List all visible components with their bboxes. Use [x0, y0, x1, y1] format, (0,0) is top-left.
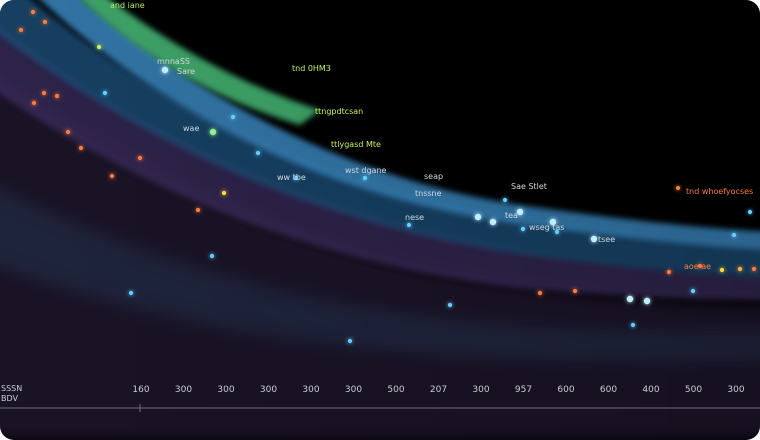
data-point-29	[549, 218, 557, 226]
data-point-2	[30, 9, 36, 15]
data-point-11	[195, 207, 201, 213]
data-point-19	[293, 175, 299, 181]
annotation-9: wst dgane	[345, 166, 387, 175]
data-point-9	[109, 173, 115, 179]
data-point-18	[255, 150, 261, 156]
data-point-20	[209, 253, 215, 259]
annotation-18: aoe ae	[684, 262, 711, 271]
annotation-7: wae	[183, 124, 199, 133]
x-axis: 160 300 300 300 300 300 500 207 300 957 600 600 400 5…	[0, 384, 760, 412]
annotation-5: ttngpdtcsan	[315, 107, 363, 116]
annotation-10: seap	[424, 172, 443, 181]
x-tick-label-4: 300	[260, 385, 277, 395]
data-point-10	[137, 155, 143, 161]
data-point-47	[675, 185, 681, 191]
data-point-34	[630, 322, 636, 328]
x-tick-label-3: 300	[217, 385, 234, 395]
data-point-35	[690, 288, 696, 294]
x-tick-label-11: 600	[557, 385, 574, 395]
data-point-37	[747, 209, 753, 215]
data-point-3	[42, 19, 48, 25]
annotation-4: tnd 0HM3	[292, 64, 331, 73]
data-point-42	[666, 269, 672, 275]
data-point-17	[230, 114, 236, 120]
data-point-45	[737, 266, 743, 272]
x-tick-label-9: 300	[472, 385, 489, 395]
data-point-8	[78, 145, 84, 151]
data-point-46	[751, 266, 757, 272]
data-point-15	[161, 66, 169, 74]
data-point-4	[54, 93, 60, 99]
data-point-38	[347, 338, 353, 344]
data-point-16	[102, 90, 108, 96]
x-tick-label-12: 600	[600, 385, 617, 395]
data-point-36	[731, 232, 737, 238]
data-points	[18, 9, 757, 344]
data-point-6	[31, 100, 37, 106]
x-tick-label-14: 500	[685, 385, 702, 395]
data-point-21	[128, 290, 134, 296]
x-tick-label-6: 300	[345, 385, 362, 395]
x-tick-label-1: 160	[132, 385, 149, 395]
annotation-15: wseg tas	[529, 223, 564, 232]
data-point-26	[502, 197, 508, 203]
x-tick-label-15: 300	[727, 385, 744, 395]
x-tick-label-2: 300	[175, 385, 192, 395]
data-point-32	[626, 295, 634, 303]
x-tick-label-13: 400	[642, 385, 659, 395]
data-point-25	[489, 218, 497, 226]
axis-side-label-2: BDV	[1, 394, 19, 403]
data-point-14	[221, 190, 227, 196]
data-point-5	[41, 90, 47, 96]
data-point-23	[406, 222, 412, 228]
x-tick-label-5: 300	[302, 385, 319, 395]
x-tick-label-8: 207	[430, 385, 447, 395]
data-point-24	[474, 213, 482, 221]
annotation-2: mnnaSS	[157, 57, 190, 66]
x-tick-label-10: 957	[515, 385, 532, 395]
annotation-12: Sae Stlet	[511, 182, 547, 191]
data-point-31	[590, 235, 598, 243]
axis-side-label-1: SSSN	[1, 384, 22, 393]
annotation-3: Sare	[177, 67, 195, 76]
data-point-13	[209, 128, 217, 136]
data-point-41	[537, 290, 543, 296]
data-point-33	[643, 297, 651, 305]
annotation-11: tnssne	[415, 189, 442, 198]
x-tick-label-7: 500	[387, 385, 404, 395]
data-point-27	[516, 208, 524, 216]
annotation-8: ww tbe	[277, 173, 306, 182]
annotation-13: nese	[405, 213, 424, 222]
data-point-44	[719, 267, 725, 273]
data-point-7	[65, 129, 71, 135]
annotation-17: tnd whoefyocses	[686, 187, 753, 196]
data-point-39	[447, 302, 453, 308]
data-point-28	[520, 226, 526, 232]
data-point-43	[697, 263, 703, 269]
annotation-6: ttlygasd Mte	[331, 140, 381, 149]
data-point-40	[572, 288, 578, 294]
annotation-1: and iane	[110, 1, 145, 10]
data-point-30	[554, 229, 560, 235]
annotation-14: tea	[505, 211, 518, 220]
data-point-1	[18, 27, 24, 33]
data-point-22	[362, 175, 368, 181]
annotation-16: tsee	[598, 235, 615, 244]
data-point-12	[96, 44, 102, 50]
